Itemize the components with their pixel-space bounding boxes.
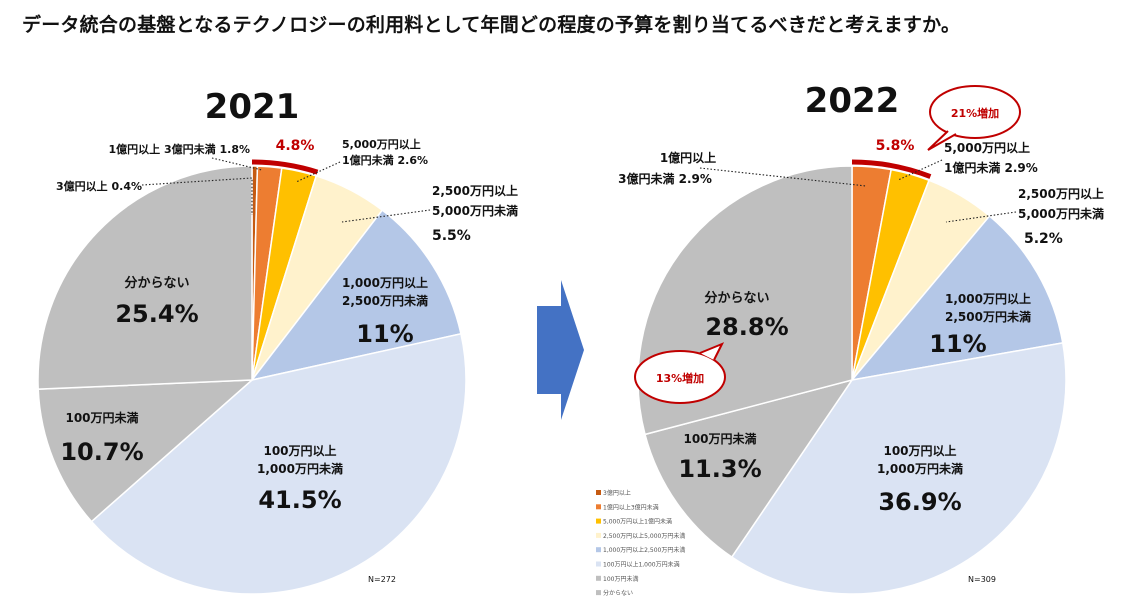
slice-label: 100万円未満 (65, 410, 138, 425)
legend-swatch (596, 590, 601, 596)
highlight-value: 5.8% (876, 138, 915, 154)
leader-line (897, 159, 943, 181)
legend-item: 2,500万円以上5,000万円未満 (603, 532, 685, 540)
legend-swatch (596, 575, 601, 581)
slice-value: 11% (929, 330, 986, 358)
callout-bubble (929, 85, 1021, 139)
legend-item: 1億円以上3億円未満 (603, 503, 659, 511)
pie-slice (644, 378, 854, 559)
leader-line (945, 211, 1017, 223)
slice-label: 1億円以上 (660, 150, 716, 165)
pie-chart-2021: 2021 N=272 4.8% 3億円以上 0.4% 1億円以上 3億円未満 1.8% 5… (37, 87, 518, 595)
slice-value: 5.2% (1024, 231, 1063, 247)
legend-swatch (596, 504, 601, 510)
slice-label: 分からない (124, 275, 189, 291)
slice-label: 1億円未満 2.9% (944, 160, 1038, 175)
slice-label: 3億円以上 0.4% (56, 179, 142, 193)
highlight-arc (251, 159, 319, 175)
pie-slice (90, 332, 467, 595)
chart-title: 2021 (205, 87, 300, 127)
pie-slice (730, 341, 1067, 595)
slice-label: 5,000万円以上 (944, 140, 1030, 155)
page-title: データ統合の基盤となるテクノロジーの利用料として年間どの程度の予算を割り当てるべ… (22, 14, 961, 36)
sample-size-note: N=272 (368, 575, 396, 584)
slice-label: 1億円以上 3億円未満 1.8% (109, 142, 250, 156)
legend-swatch (596, 547, 601, 553)
legend-swatch (596, 518, 601, 524)
pie-slice (37, 379, 255, 523)
legend-item: 100万円以上1,000万円未満 (603, 561, 680, 569)
slice-value: 11% (356, 320, 413, 348)
callout-text: 21%増加 (951, 106, 999, 120)
legend-swatch (596, 490, 601, 495)
slice-label: 100万円未満 (683, 431, 756, 446)
highlight-value: 4.8% (276, 138, 315, 154)
slice-value: 10.7% (60, 438, 143, 466)
sample-size-note: N=309 (968, 575, 996, 584)
slice-label: 5,000万円以上 (342, 137, 421, 151)
legend-item: 100万円未満 (603, 575, 638, 583)
legend-item: 分からない (603, 589, 633, 597)
transition-arrow-icon (537, 280, 584, 420)
callout-text: 13%増加 (656, 371, 704, 385)
slice-value: 36.9% (878, 488, 961, 516)
slice-label: 1,000万円以上 (342, 275, 428, 290)
slice-label: 2,500万円以上 (432, 183, 518, 198)
highlight-arc (851, 159, 932, 179)
slice-value: 41.5% (258, 486, 341, 514)
legend-swatch (596, 532, 601, 538)
slice-label: 1,000万円未満 (877, 461, 963, 476)
leader-line (341, 209, 431, 223)
slice-label: 1,000万円未満 (257, 461, 343, 476)
slice-label: 分からない (704, 290, 769, 306)
leader-line (295, 161, 341, 183)
callout-tail (927, 130, 957, 151)
slice-value: 5.5% (432, 228, 471, 244)
slice-label: 5,000万円未満 (432, 203, 518, 218)
slice-label: 1億円未満 2.6% (342, 153, 428, 167)
slice-label: 2,500万円未満 (945, 309, 1031, 324)
pie-slice (250, 209, 462, 382)
slice-label: 3億円未満 2.9% (618, 171, 712, 186)
legend-swatch (596, 561, 601, 567)
pie-slice (850, 215, 1064, 382)
legend-item: 5,000万円以上1億円未満 (603, 518, 672, 526)
leader-line (211, 157, 263, 171)
slice-label: 100万円以上 (883, 443, 956, 458)
legend-item: 1,000万円以上2,500万円未満 (603, 546, 685, 554)
slice-value: 25.4% (115, 300, 198, 328)
pie-slice (37, 165, 253, 390)
slice-value: 28.8% (705, 313, 788, 341)
slice-value: 11.3% (678, 455, 761, 483)
callout-tail (699, 342, 725, 361)
callout-bubble (634, 350, 726, 404)
slice-label: 2,500万円以上 (1018, 186, 1104, 201)
slice-label: 1,000万円以上 (945, 291, 1031, 306)
slice-label: 100万円以上 (263, 443, 336, 458)
slice-label: 5,000万円未満 (1018, 206, 1104, 221)
slice-label: 2,500万円未満 (342, 293, 428, 308)
legend-item: 3億円以上 (603, 489, 631, 497)
chart-title: 2022 (805, 81, 900, 121)
